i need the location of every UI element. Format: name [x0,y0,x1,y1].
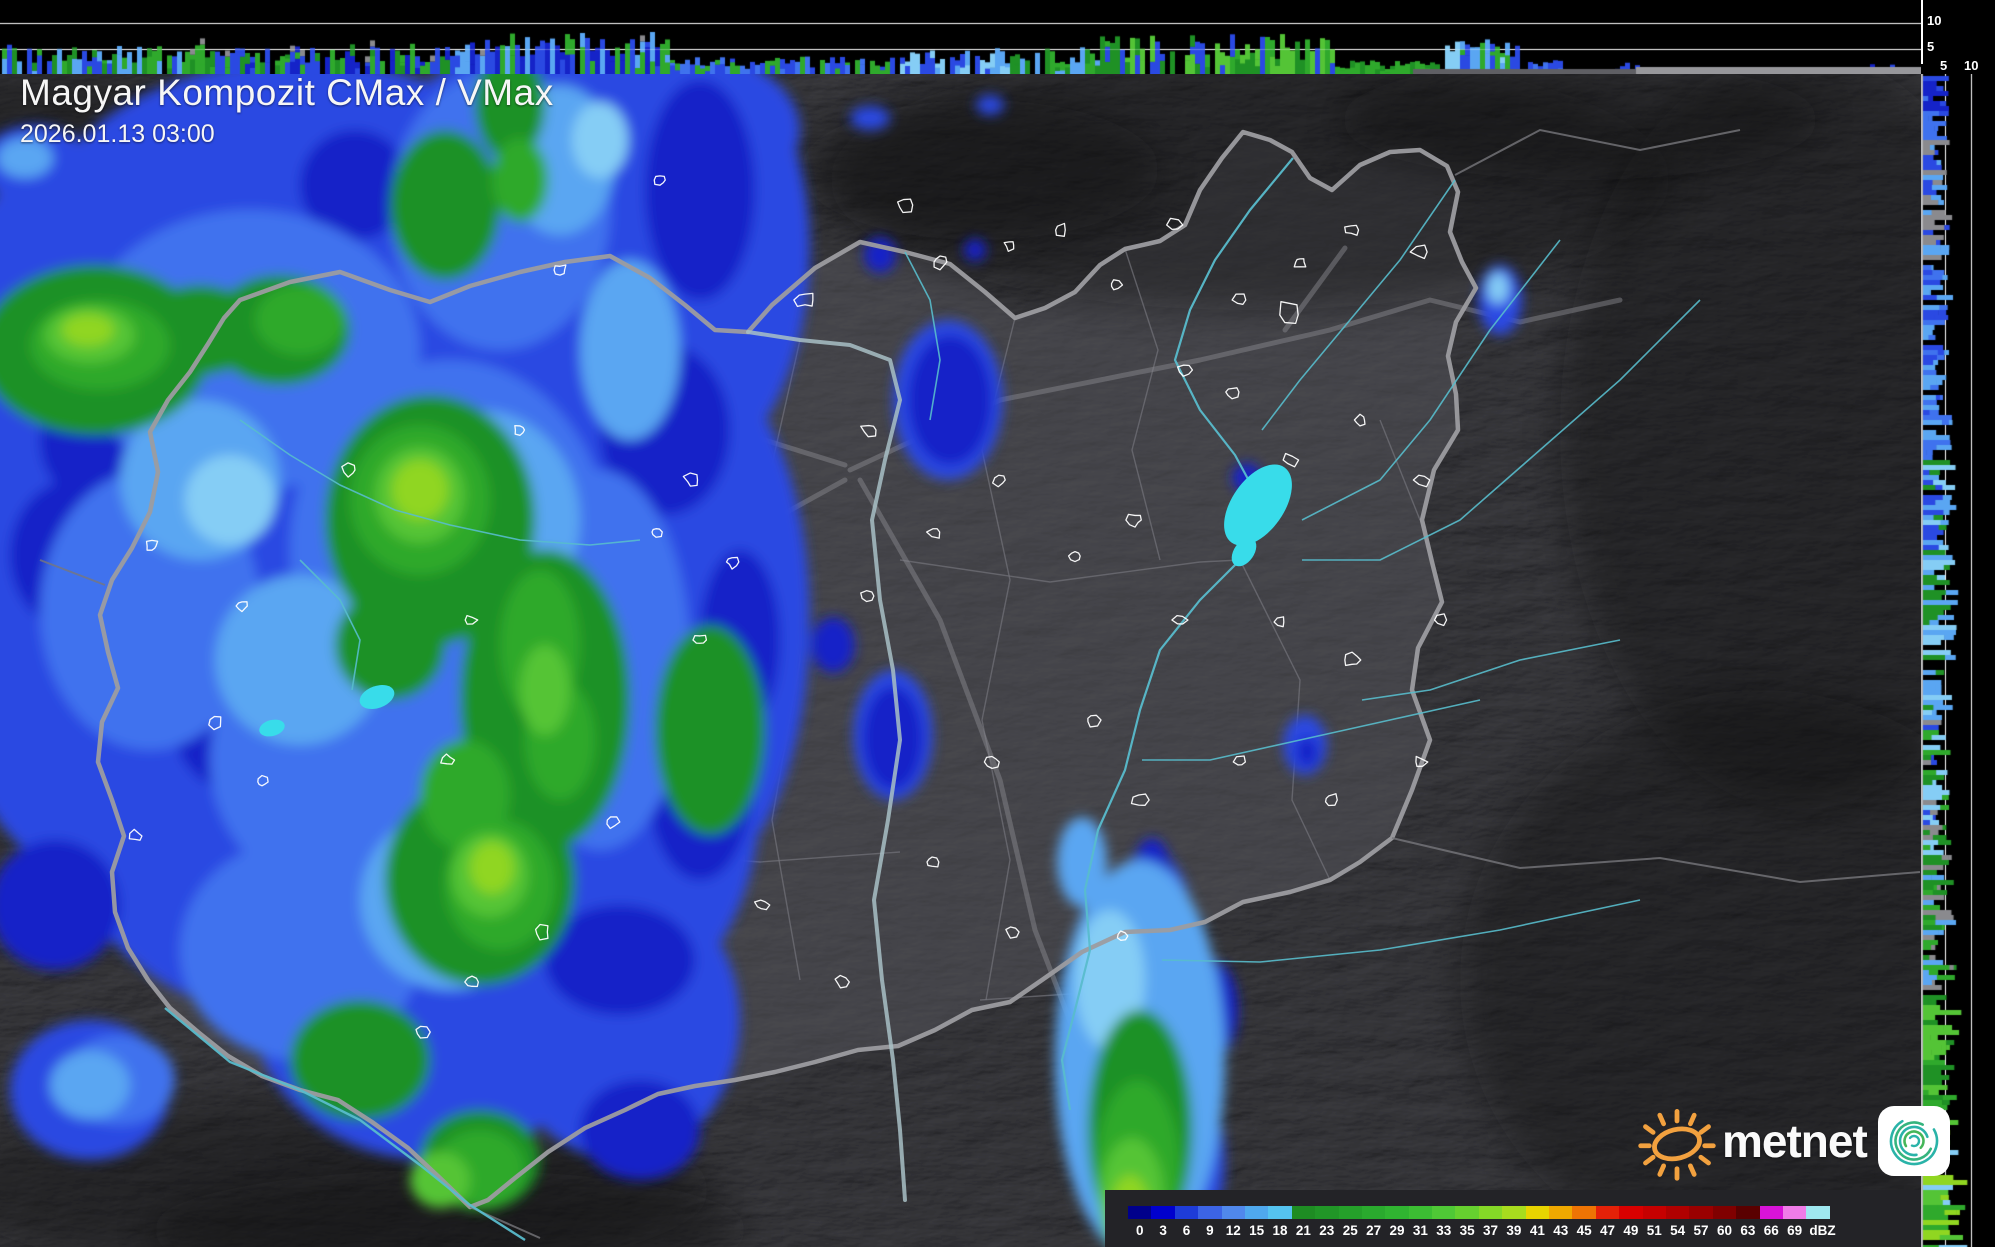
right-profile-axis-5km: 5 [1940,58,1948,73]
legend-label: 0 [1135,1223,1144,1238]
legend-swatch [1174,1206,1199,1219]
legend-swatch [1361,1206,1386,1219]
legend-label: 37 [1483,1223,1499,1238]
legend-swatch [1595,1206,1620,1219]
metnet-wordmark: metnet [1722,1115,1868,1167]
legend-label: 41 [1529,1223,1545,1238]
legend-label: 25 [1342,1223,1358,1238]
legend-label: 6 [1182,1223,1191,1238]
dbz-colorbar-labels: 0 3 6 9 12 15 18 21 23 25 27 29 31 33 35 37 39 41 43 45 47 49… [1128,1223,1843,1238]
legend-swatch [1782,1206,1807,1219]
legend-label: 51 [1646,1223,1662,1238]
legend-swatch [1502,1206,1526,1219]
legend-label: 43 [1553,1223,1569,1238]
legend-swatch [1338,1206,1362,1219]
legend-label: 3 [1159,1223,1167,1238]
legend-swatch [1291,1206,1316,1219]
legend-label: 49 [1623,1223,1639,1238]
legend-label: 39 [1506,1223,1522,1238]
legend-swatch [1712,1206,1737,1219]
legend-swatch [1619,1206,1643,1219]
legend-label: dBZ [1809,1223,1836,1238]
legend-swatch [1244,1206,1269,1219]
legend-swatch [1689,1206,1713,1219]
page-title: Magyar Kompozit CMax / VMax [20,72,554,113]
legend-swatch [1736,1206,1760,1219]
legend-swatch [1572,1206,1596,1219]
top-profile-axis-5km: 5 [1927,39,1935,54]
legend-label: 9 [1206,1223,1214,1238]
profile-axis-corner: 10 5 5 10 [1921,0,1995,74]
legend-label: 31 [1412,1223,1428,1238]
legend-label: 12 [1225,1223,1241,1238]
legend-swatch [1525,1206,1550,1219]
legend-swatch [1665,1206,1690,1219]
dbz-legend: 0 3 6 9 12 15 18 21 23 25 27 29 31 33 35 37 39 41 43 45 47 49… [1105,1190,1921,1247]
legend-label: 21 [1295,1223,1311,1238]
legend-swatch [1455,1206,1479,1219]
radar-echo-layer [0,10,1522,1247]
timestamp: 2026.01.13 03:00 [20,120,215,148]
legend-swatch [1268,1206,1292,1219]
ew-height-profile-strip [0,0,1921,74]
sun-icon [1638,1108,1716,1181]
legend-swatch [1806,1206,1830,1219]
legend-label: 35 [1459,1223,1475,1238]
legend-swatch [1128,1206,1152,1219]
legend-label: 57 [1693,1223,1709,1238]
ns-height-profile-strip [1921,74,1995,1247]
legend-label: 18 [1272,1223,1288,1238]
legend-label: 47 [1599,1223,1616,1238]
legend-label: 63 [1740,1223,1756,1238]
metnet-logo: metnet [1634,1098,1951,1184]
axis-divider-line [1921,0,1923,64]
dbz-colorbar [1128,1206,1830,1219]
legend-swatch [1221,1206,1245,1219]
metnet-app-icon [1877,1106,1950,1176]
legend-swatch [1198,1206,1222,1219]
legend-label: 29 [1389,1223,1405,1238]
legend-label: 33 [1436,1223,1452,1238]
legend-swatch [1408,1206,1433,1219]
legend-swatch [1549,1206,1573,1219]
legend-label: 45 [1576,1223,1592,1238]
legend-label: 27 [1366,1223,1382,1238]
right-profile-axis-10km: 10 [1964,58,1979,73]
legend-swatch [1642,1206,1666,1219]
legend-label: 23 [1319,1223,1335,1238]
legend-label: 60 [1716,1223,1732,1238]
legend-label: 15 [1249,1223,1265,1238]
hungary-radar-map [0,10,1995,1247]
legend-swatch [1315,1206,1339,1219]
legend-label: 54 [1670,1223,1686,1238]
legend-swatch [1759,1206,1783,1219]
legend-swatch [1385,1206,1409,1219]
legend-swatch [1151,1206,1175,1219]
legend-label: 66 [1763,1223,1779,1238]
title-block: Magyar Kompozit CMax / VMax 2026.01.13 0… [20,72,554,149]
legend-label: 69 [1787,1223,1803,1238]
top-profile-axis-10km: 10 [1927,13,1942,28]
legend-swatch [1478,1206,1503,1219]
legend-swatch [1432,1206,1456,1219]
